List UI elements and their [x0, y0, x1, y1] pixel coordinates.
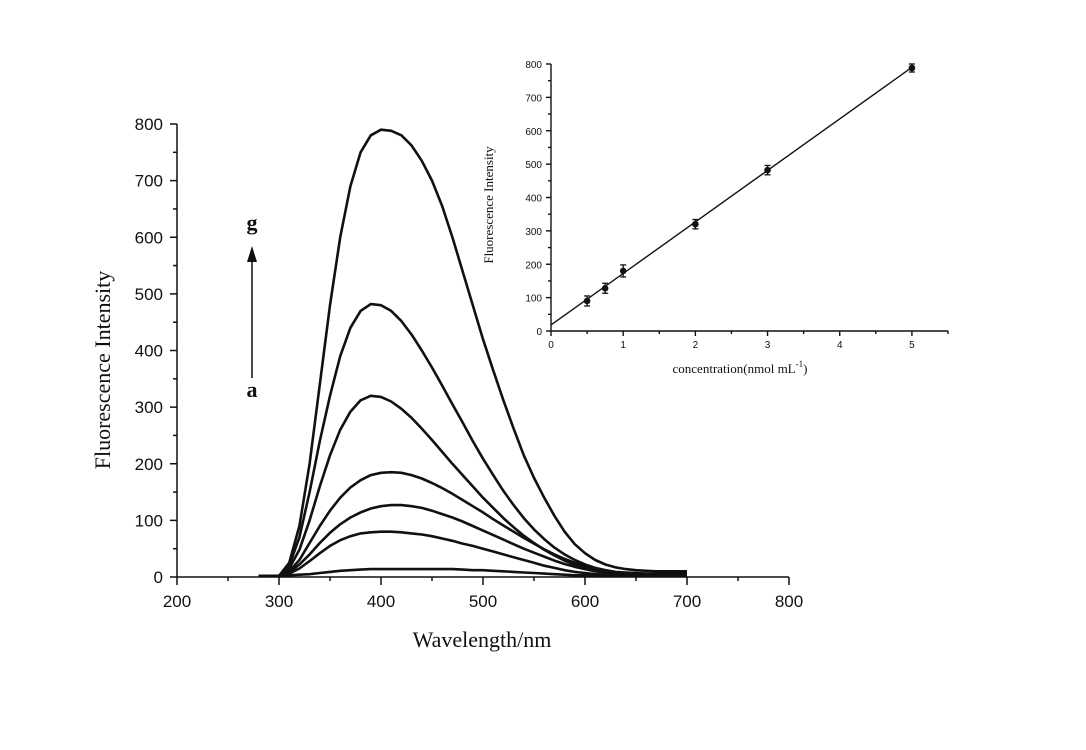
main-axes: 200 300 400 500 600 700 8000100200300400500600… — [135, 115, 804, 611]
inset-y-axis-title: Fluorescence Intensity — [481, 146, 496, 264]
main-chart: 200 300 400 500 600 700 8000100200300400500600… — [90, 115, 803, 652]
inset-y-tick-label: 800 — [525, 60, 542, 71]
inset-x-tick-label: 3 — [765, 340, 771, 351]
inset-fit-line — [550, 66, 913, 326]
main-x-axis-title: Wavelength/nm — [413, 627, 552, 652]
main-y-tick-label: 300 — [135, 398, 163, 417]
inset-data-point — [601, 284, 609, 292]
main-x-tick-label: 600 — [571, 592, 599, 611]
inset-y-tick-label: 100 — [525, 294, 542, 305]
series-arrow: g a — [247, 210, 258, 402]
inset-chart: 0 1 2 3 4 5 0 100 200 300 400 500 600 700 800 concentr… — [481, 60, 949, 376]
main-y-tick-label: 400 — [135, 342, 163, 361]
inset-y-tick-label: 400 — [525, 194, 542, 205]
inset-x-tick-label: 1 — [620, 340, 626, 351]
inset-x-axis-title: concentration(nmol mL-1) — [673, 359, 808, 376]
main-x-tick-label: 400 — [367, 592, 395, 611]
inset-axes: 0 1 2 3 4 5 0 100 200 300 400 500 600 700 800 — [525, 60, 949, 351]
spectrum-curve-6 — [258, 302, 687, 578]
main-y-tick-label: 700 — [135, 172, 163, 191]
arrow-end-label: g — [247, 210, 258, 235]
inset-x-tick-label: 0 — [548, 340, 554, 351]
main-x-tick-label: 800 — [775, 592, 803, 611]
main-y-tick-label: 200 — [135, 455, 163, 474]
inset-x-tick-label: 5 — [909, 340, 915, 351]
inset-x-axis-title-main: concentration(nmol mL — [673, 361, 796, 376]
inset-y-tick-label: 0 — [536, 327, 542, 338]
main-x-tick-label: 300 — [265, 592, 293, 611]
inset-x-tick-label: 4 — [837, 340, 843, 351]
inset-data-point — [692, 220, 699, 228]
inset-data-point — [764, 166, 771, 174]
inset-data-point — [583, 297, 591, 305]
inset-y-tick-label: 300 — [525, 227, 542, 238]
inset-x-axis-title-sup: -1 — [796, 359, 804, 369]
arrow-head — [247, 246, 257, 262]
arrow-start-label: a — [247, 377, 258, 402]
main-y-tick-label: 800 — [135, 115, 163, 134]
main-y-tick-label: 100 — [135, 511, 163, 530]
main-y-axis-title: Fluorescence Intensity — [90, 271, 115, 470]
inset-y-tick-label: 600 — [525, 127, 542, 138]
main-plot-area — [258, 128, 687, 578]
main-x-tick-label: 500 — [469, 592, 497, 611]
inset-plot-area — [550, 63, 916, 326]
inset-y-tick-label: 200 — [525, 260, 542, 271]
inset-x-tick-label: 2 — [693, 340, 699, 351]
inset-y-tick-label: 500 — [525, 160, 542, 171]
main-x-tick-label: 200 — [163, 592, 191, 611]
inset-y-tick-label: 700 — [525, 93, 542, 104]
spectrum-curve-2 — [258, 530, 687, 578]
inset-data-point — [908, 64, 916, 72]
inset-x-axis-title-end: ) — [803, 361, 807, 376]
main-y-tick-label: 500 — [135, 285, 163, 304]
spectrum-curve-3 — [258, 503, 687, 578]
main-x-tick-label: 700 — [673, 592, 701, 611]
main-y-tick-label: 600 — [135, 228, 163, 247]
inset-data-point — [619, 267, 627, 275]
spectrum-curve-7 — [258, 128, 687, 578]
main-y-tick-label: 0 — [154, 568, 163, 587]
